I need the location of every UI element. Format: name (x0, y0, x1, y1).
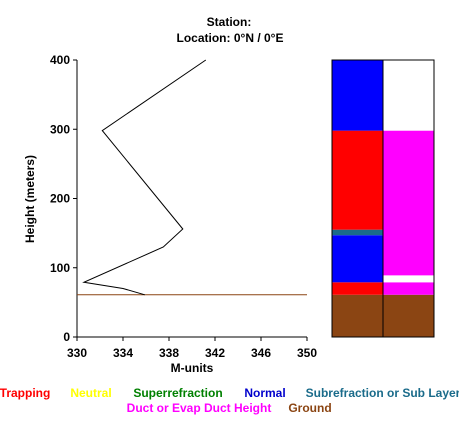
x-tick-label: 346 (251, 346, 271, 360)
layer-columns (331, 59, 435, 338)
legend-item: Neutral (70, 386, 111, 400)
legend-item: Normal (244, 386, 285, 400)
layer-segment (332, 294, 383, 337)
layer-segment (383, 130, 434, 276)
legend-item: Subrefraction or Sub Layer (306, 386, 459, 400)
x-axis-label: M-units (171, 361, 214, 375)
y-axis-label: Height (meters) (23, 155, 37, 243)
x-tick-label: 350 (297, 346, 317, 360)
layer-segment (332, 282, 383, 295)
m-unit-profile-line (82, 59, 207, 296)
layer-segment (383, 294, 434, 337)
y-tick-label: 200 (50, 192, 70, 206)
x-tick-label: 338 (159, 346, 179, 360)
legend-item: Superrefraction (133, 386, 222, 400)
legend-item: Duct or Evap Duct Height (127, 401, 272, 415)
layer-segment (383, 275, 434, 283)
legend-item: Trapping (0, 386, 50, 400)
layer-segment (383, 60, 434, 131)
station-label: Station: (207, 15, 252, 29)
legend-item: Ground (288, 401, 331, 415)
y-tick-label: 100 (50, 261, 70, 275)
x-tick-label: 334 (113, 346, 133, 360)
layer-segment (383, 282, 434, 295)
y-tick-label: 0 (63, 330, 70, 344)
x-tick-label: 330 (67, 346, 87, 360)
layer-segment (332, 60, 383, 131)
layer-segment (332, 130, 383, 230)
location-label: Location: 0°N / 0°E (177, 31, 284, 45)
y-tick-label: 300 (50, 122, 70, 136)
layer-segment (332, 229, 383, 236)
x-tick-label: 342 (205, 346, 225, 360)
y-tick-label: 400 (50, 53, 70, 67)
m-unit-plot: 330 334 338 342 346 350 0 100 200 300 400 (50, 53, 317, 360)
legend: Trapping Neutral Superrefraction Normal Subr… (0, 386, 459, 415)
layer-segment (332, 235, 383, 283)
layer-column-border (382, 59, 435, 338)
